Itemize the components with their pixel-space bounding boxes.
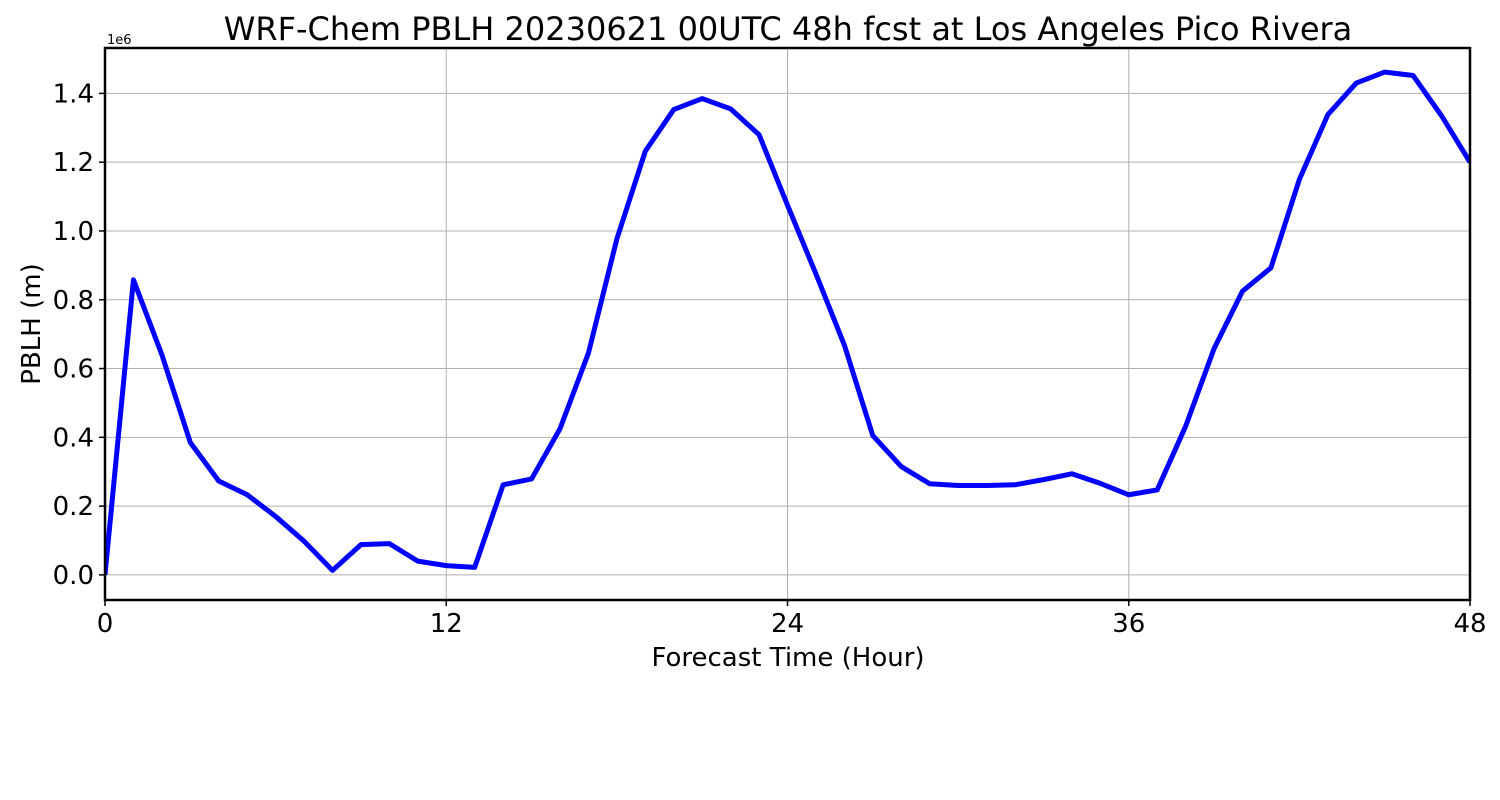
series-layer [105,69,1470,576]
y-tick-label: 0.6 [53,355,94,385]
x-tick-label: 0 [97,609,114,639]
y-axis-offset-label: 1e6 [107,33,132,48]
series-line-pblh [105,69,1470,576]
y-tick-label: 1.0 [53,217,94,247]
x-tick-label: 48 [1453,609,1486,639]
y-tick-label: 1.2 [53,148,94,178]
grid-lines [104,48,1471,600]
y-tick-label: 0.4 [53,423,94,453]
y-tick-label: 0.2 [53,492,94,522]
x-tick-label: 24 [771,609,804,639]
chart-title: WRF-Chem PBLH 20230621 00UTC 48h fcst at… [224,10,1353,48]
y-tick-label: 0.8 [53,286,94,316]
axis-ticks: 0 12 24 36 48 0.0 0.2 0.4 0.6 0.8 1.0 1.2 1.4 [53,79,1487,639]
x-tick-label: 12 [430,609,463,639]
x-tick-label: 36 [1112,609,1145,639]
x-axis-label: Forecast Time (Hour) [651,643,924,673]
y-tick-label: 1.4 [53,79,94,109]
y-tick-label: 0.0 [53,561,94,591]
y-axis-label: PBLH (m) [17,263,47,384]
